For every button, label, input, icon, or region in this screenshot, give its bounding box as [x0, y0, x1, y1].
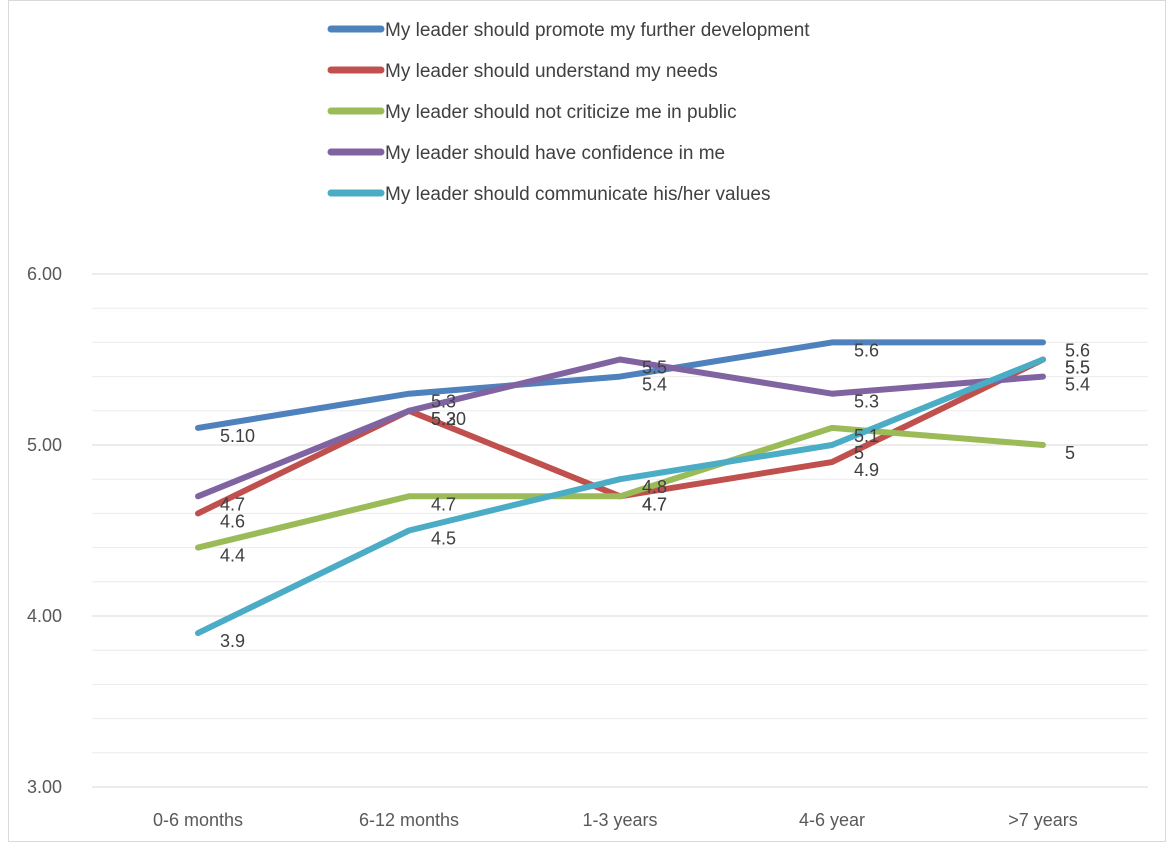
data-labels: 5.105.35.45.6 5.64.65.204.74.95.54.44.7 4.… — [220, 340, 1090, 651]
y-tick-label: 3.00 — [27, 777, 62, 797]
y-axis-ticks: 3.00 4.00 5.00 6.00 — [27, 264, 62, 797]
x-axis-ticks: 0-6 months 6-12 months 1-3 years 4-6 year >7… — [153, 810, 1078, 830]
data-label: 5.5 — [1065, 358, 1090, 378]
data-label: 5.5 — [642, 358, 667, 378]
data-label: 5.6 — [854, 340, 879, 360]
series-lines — [195, 339, 1046, 637]
data-label: 4.8 — [642, 477, 667, 497]
legend: My leader should promote my further deve… — [327, 20, 810, 205]
chart-frame — [8, 0, 1166, 842]
data-label: 5 — [1065, 443, 1075, 463]
data-label: 5.20 — [431, 409, 466, 429]
data-label: 5 — [854, 443, 864, 463]
data-label: 4.4 — [220, 546, 245, 566]
x-tick-label: 0-6 months — [153, 810, 243, 830]
x-tick-label: 6-12 months — [359, 810, 459, 830]
series-line — [195, 424, 1046, 551]
data-label: 4.5 — [431, 529, 456, 549]
data-label: 4.7 — [642, 494, 667, 514]
data-label: 5.3 — [431, 409, 456, 429]
series-line — [195, 356, 1046, 637]
series-line — [195, 356, 1046, 500]
y-tick-label: 5.00 — [27, 435, 62, 455]
legend-label: My leader should communicate his/her val… — [385, 184, 770, 205]
data-label: 3.9 — [220, 631, 245, 651]
data-label: 4.7 — [642, 494, 667, 514]
y-tick-label: 6.00 — [27, 264, 62, 284]
data-label: 4.7 — [431, 494, 456, 514]
x-tick-label: 4-6 year — [799, 810, 865, 830]
data-label: 5.10 — [220, 426, 255, 446]
data-label: 5.3 — [431, 392, 456, 412]
data-label: 5.6 — [1065, 340, 1090, 360]
data-label: 5.1 — [854, 426, 879, 446]
data-label: 5.5 — [1065, 358, 1090, 378]
y-tick-label: 4.00 — [27, 606, 62, 626]
data-label: 4.6 — [220, 511, 245, 531]
series-line — [195, 339, 1046, 431]
data-label: 5.4 — [642, 375, 667, 395]
legend-label: My leader should not criticize me in pub… — [385, 102, 737, 123]
data-label: 4.7 — [220, 494, 245, 514]
data-label: 5.4 — [1065, 375, 1090, 395]
legend-label: My leader should have confidence in me — [385, 143, 725, 164]
data-label: 4.9 — [854, 460, 879, 480]
legend-label: My leader should promote my further deve… — [385, 20, 810, 41]
gridlines — [92, 273, 1148, 788]
data-label: 5.3 — [854, 392, 879, 412]
x-tick-label: >7 years — [1008, 810, 1078, 830]
x-tick-label: 1-3 years — [582, 810, 657, 830]
legend-label: My leader should understand my needs — [385, 61, 718, 82]
